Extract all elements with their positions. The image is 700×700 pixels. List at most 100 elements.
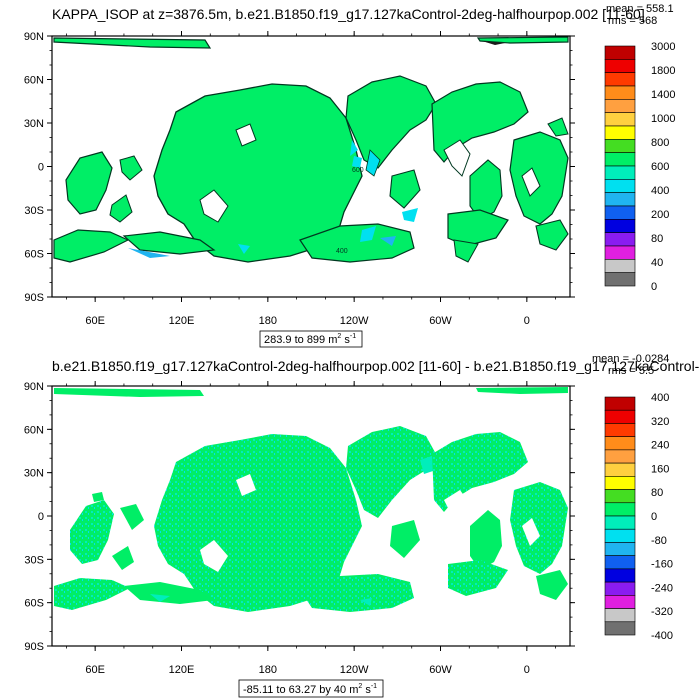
bottom-colorbar-swatch xyxy=(604,409,636,424)
bottom-ytick-label: 90S xyxy=(24,641,44,653)
top-colorbar-label: 800 xyxy=(651,137,669,149)
top-colorbar-swatch xyxy=(604,85,636,100)
bottom-colorbar-label: -80 xyxy=(651,535,667,547)
bottom-rms-stat: rms = 5.5 xyxy=(608,365,654,377)
top-colorbar-swatch xyxy=(604,139,636,153)
bottom-mean-stat: mean = -0.0284 xyxy=(592,353,669,365)
top-colorbar-swatch xyxy=(604,245,636,260)
top-ytick-label: 30S xyxy=(24,205,44,217)
top-colorbar-swatch xyxy=(604,125,636,140)
top-range-label: 283.9 to 899 m2 s-1 xyxy=(264,333,356,346)
top-contour-label-400: 400 xyxy=(336,248,348,255)
top-colorbar-swatch xyxy=(604,179,636,193)
bottom-colorbar-label: 160 xyxy=(651,463,669,475)
bottom-xtick-label: 120W xyxy=(340,664,369,676)
top-colorbar-label: 1000 xyxy=(651,113,675,125)
top-map-field: 600 400 xyxy=(53,36,569,263)
top-ytick-label: 60N xyxy=(24,75,44,87)
bottom-colorbar-label: -400 xyxy=(651,630,673,642)
bottom-colorbar-swatch xyxy=(604,581,636,596)
top-colorbar-swatch xyxy=(604,45,636,60)
top-range-box xyxy=(259,330,363,348)
bottom-colorbar-swatch xyxy=(604,528,636,543)
bottom-colorbar-swatch xyxy=(604,515,636,530)
top-xtick-label: 0 xyxy=(524,315,530,327)
top-xtick-label: 120W xyxy=(340,315,369,327)
bottom-colorbar-swatch xyxy=(604,608,636,623)
top-contour-label-600: 600 xyxy=(352,167,364,174)
top-colorbar-swatch xyxy=(604,232,636,247)
bottom-title: b.e21.B1850.f19_g17.127kaControl-2deg-ha… xyxy=(52,358,700,374)
top-ytick-label: 30N xyxy=(24,118,44,130)
top-colorbar-label: 400 xyxy=(651,185,669,197)
bottom-colorbar-swatch xyxy=(604,436,636,451)
bottom-colorbar-swatch xyxy=(604,462,636,477)
bottom-xtick-label: 120E xyxy=(169,664,195,676)
bottom-ytick-label: 60S xyxy=(24,598,44,610)
top-colorbar-label: 200 xyxy=(651,209,669,221)
bottom-colorbar-label: 0 xyxy=(651,511,657,523)
top-colorbar-swatch xyxy=(604,219,636,233)
top-colorbar-label: 1800 xyxy=(651,65,675,77)
top-colorbar-swatch xyxy=(604,272,636,287)
top-ytick-label: 60S xyxy=(24,249,44,261)
top-colorbar-swatch xyxy=(604,59,636,73)
bottom-colorbar-label: -320 xyxy=(651,606,673,618)
bottom-colorbar-swatch xyxy=(604,621,636,636)
top-axes: 90N 60N 30N 0 30S 60S 90S 60E 120E 180 120W 60W 0 xyxy=(24,31,575,327)
bottom-xtick-label: 60E xyxy=(85,664,105,676)
bottom-colorbar: 400 320 240 160 80 0 -80 -160 -240 -320 -400 xyxy=(604,392,673,642)
bottom-xtick-label: 180 xyxy=(259,664,277,676)
bottom-ytick-label: 30S xyxy=(24,554,44,566)
bottom-colorbar-label: 320 xyxy=(651,416,669,428)
top-xtick-label: 60E xyxy=(85,315,105,327)
top-colorbar-label: 1400 xyxy=(651,89,675,101)
top-rms-stat: rms = 568 xyxy=(608,15,657,27)
bottom-colorbar-swatch xyxy=(604,423,636,437)
bottom-ytick-label: 0 xyxy=(38,511,44,523)
top-colorbar-swatch xyxy=(604,165,636,180)
top-colorbar-label: 600 xyxy=(651,161,669,173)
bottom-range-box xyxy=(238,679,384,698)
top-mean-stat: mean = 558.1 xyxy=(606,3,674,15)
bottom-ytick-label: 90N xyxy=(24,381,44,393)
bottom-range-label: -85.11 to 63.27 by 40 m2 s-1 xyxy=(243,683,377,696)
top-ytick-label: 90N xyxy=(24,31,44,43)
top-xtick-label: 60W xyxy=(429,315,452,327)
top-colorbar-swatch xyxy=(604,205,636,220)
bottom-colorbar-swatch xyxy=(604,542,636,556)
top-colorbar-swatch xyxy=(604,72,636,87)
bottom-colorbar-swatch xyxy=(604,595,636,609)
bottom-xtick-label: 0 xyxy=(524,664,530,676)
top-colorbar-label: 80 xyxy=(651,233,663,245)
bottom-colorbar-swatch xyxy=(604,502,636,517)
top-colorbar-swatch xyxy=(604,99,636,113)
top-panel: KAPPA_ISOP at z=3876.5m, b.e21.B1850.f19… xyxy=(24,3,675,348)
top-ytick-label: 0 xyxy=(38,162,44,174)
bottom-panel: b.e21.B1850.f19_g17.127kaControl-2deg-ha… xyxy=(24,353,700,698)
bottom-colorbar-swatch xyxy=(604,476,636,490)
bottom-colorbar-swatch xyxy=(604,568,636,583)
bottom-colorbar-swatch xyxy=(604,396,636,411)
top-colorbar-swatch xyxy=(604,259,636,273)
bottom-xtick-label: 60W xyxy=(429,664,452,676)
top-title: KAPPA_ISOP at z=3876.5m, b.e21.B1850.f19… xyxy=(52,6,645,22)
bottom-colorbar-label: 80 xyxy=(651,487,663,499)
top-colorbar-label: 40 xyxy=(651,257,663,269)
top-xtick-label: 180 xyxy=(259,315,277,327)
bottom-colorbar-swatch xyxy=(604,489,636,504)
bottom-map-field xyxy=(54,387,568,612)
bottom-colorbar-label: 240 xyxy=(651,440,669,452)
top-colorbar-swatch xyxy=(604,192,636,207)
bottom-colorbar-label: -160 xyxy=(651,559,673,571)
top-ytick-label: 90S xyxy=(24,292,44,304)
bottom-colorbar-label: -240 xyxy=(651,582,673,594)
top-colorbar-swatch xyxy=(604,112,636,127)
top-colorbar-label: 0 xyxy=(651,281,657,293)
bottom-ytick-label: 60N xyxy=(24,424,44,436)
bottom-ytick-label: 30N xyxy=(24,468,44,480)
top-xtick-label: 120E xyxy=(169,315,195,327)
bottom-axes: 90N 60N 30N 0 30S 60S 90S 60E 120E 180 120W 60W 0 xyxy=(24,381,575,676)
